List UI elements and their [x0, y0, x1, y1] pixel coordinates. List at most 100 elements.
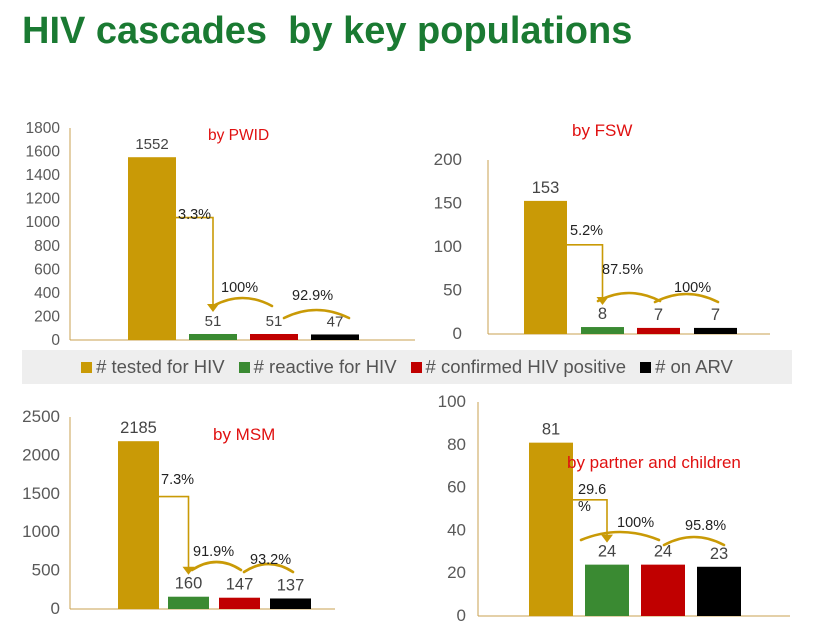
cascade-step-arrow	[573, 499, 608, 541]
bar-value-label: 160	[175, 575, 203, 593]
bar-reactive	[585, 564, 629, 616]
bar-confirmed	[641, 564, 685, 616]
percent-label-line: 7.3%	[161, 472, 194, 488]
cascade-arc-arrow	[242, 562, 295, 574]
bar-reactive	[581, 327, 624, 334]
percent-label: 100%	[617, 515, 654, 531]
percent-label-line: 100%	[221, 280, 258, 296]
y-tick-label: 1000	[26, 214, 61, 231]
bar-value-label: 23	[710, 545, 728, 563]
bar-reactive	[168, 596, 209, 609]
y-tick-label: 800	[34, 238, 60, 255]
y-tick-label: 60	[447, 478, 466, 497]
legend-swatch	[238, 361, 250, 373]
y-tick-label: 1400	[26, 167, 61, 184]
bar-value-label: 51	[266, 313, 283, 330]
bar-value-label: 47	[327, 313, 344, 330]
cascade-arc-arrow	[579, 530, 661, 542]
percent-label: 93.2%	[250, 552, 291, 568]
percent-label: 100%	[221, 280, 258, 296]
legend-item: # on ARV	[640, 356, 733, 378]
bar-value-label: 24	[654, 543, 672, 561]
bar-tested	[118, 441, 159, 609]
cascade-arc-arrow	[653, 292, 720, 304]
percent-label: 29.6%	[578, 482, 606, 515]
y-tick-label: 500	[32, 561, 60, 580]
bar-value-label: 8	[598, 305, 607, 323]
y-tick-label: 2500	[22, 407, 60, 426]
arrow-head	[601, 534, 613, 543]
y-tick-label: 50	[443, 281, 462, 300]
bar-value-label: 24	[598, 543, 616, 561]
y-tick-label: 2000	[22, 445, 60, 464]
y-tick-label: 200	[34, 308, 60, 325]
bar-tested	[128, 157, 176, 340]
bar-tested	[524, 200, 567, 334]
legend-swatch	[81, 361, 93, 373]
y-tick-label: 0	[51, 599, 60, 618]
cascade-step-arrow	[176, 216, 214, 310]
page-title: HIV cascades by key populations	[22, 10, 633, 52]
percent-label: 5.2%	[570, 223, 603, 239]
bar-value-label: 1552	[135, 136, 168, 153]
y-tick-label: 40	[447, 520, 466, 539]
legend-item: # tested for HIV	[81, 356, 225, 378]
bar-value-label: 7	[654, 306, 663, 324]
bar-reactive	[189, 333, 237, 340]
percent-label-line: 91.9%	[193, 544, 234, 560]
y-tick-label: 100	[434, 237, 462, 256]
percent-label-line: 95.8%	[685, 518, 726, 534]
percent-label-line: %	[578, 499, 591, 515]
percent-label-line: 87.5%	[602, 262, 643, 278]
y-tick-label: 600	[34, 261, 60, 278]
arrow-head	[207, 303, 219, 312]
bar-confirmed	[219, 597, 260, 609]
bar-confirmed	[250, 333, 298, 340]
chart-title: by MSM	[213, 425, 275, 444]
percent-label-line: 100%	[674, 280, 711, 296]
y-tick-label: 1200	[26, 191, 61, 208]
percent-label: 92.9%	[292, 288, 333, 304]
y-tick-label: 200	[434, 150, 462, 169]
percent-label: 7.3%	[161, 472, 194, 488]
y-tick-label: 0	[453, 324, 462, 343]
bar-value-label: 147	[226, 576, 254, 594]
y-tick-label: 100	[438, 392, 466, 411]
percent-label-line: 29.6	[578, 482, 606, 498]
percent-label: 100%	[674, 280, 711, 296]
y-tick-label: 1600	[26, 144, 61, 161]
bar-tested	[529, 442, 573, 616]
legend-swatch	[410, 361, 422, 373]
legend-label: # reactive for HIV	[253, 356, 397, 377]
legend-item: # confirmed HIV positive	[410, 356, 627, 378]
chart-legend: # tested for HIV # reactive for HIV # conf…	[22, 350, 792, 384]
y-tick-label: 1000	[22, 522, 60, 541]
bar-value-label: 81	[542, 421, 560, 439]
y-tick-label: 1500	[22, 484, 60, 503]
bar-arv	[697, 566, 741, 616]
cascade-arc-arrow	[596, 291, 662, 303]
cascade-arc-arrow	[190, 560, 243, 572]
bar-arv	[694, 327, 737, 334]
percent-label: 3.3%	[178, 207, 211, 223]
legend-label: # confirmed HIV positive	[425, 356, 627, 377]
arrow-head	[182, 566, 195, 575]
cascade-step-arrow	[159, 495, 190, 573]
percent-label: 87.5%	[602, 262, 643, 278]
legend-swatch	[640, 361, 652, 373]
bar-arv	[311, 334, 359, 340]
chart-title: by partner and children	[567, 453, 741, 472]
percent-label-line: 5.2%	[570, 223, 603, 239]
y-tick-label: 20	[447, 563, 466, 582]
bar-confirmed	[637, 327, 680, 334]
chart-title: by FSW	[572, 121, 632, 140]
bar-value-label: 153	[532, 179, 560, 197]
bar-arv	[270, 598, 311, 609]
y-tick-label: 1800	[26, 120, 61, 137]
y-tick-label: 150	[434, 194, 462, 213]
cascade-arc-arrow	[662, 535, 726, 547]
y-tick-label: 80	[447, 435, 466, 454]
percent-label-line: 92.9%	[292, 288, 333, 304]
percent-label-line: 3.3%	[178, 207, 211, 223]
